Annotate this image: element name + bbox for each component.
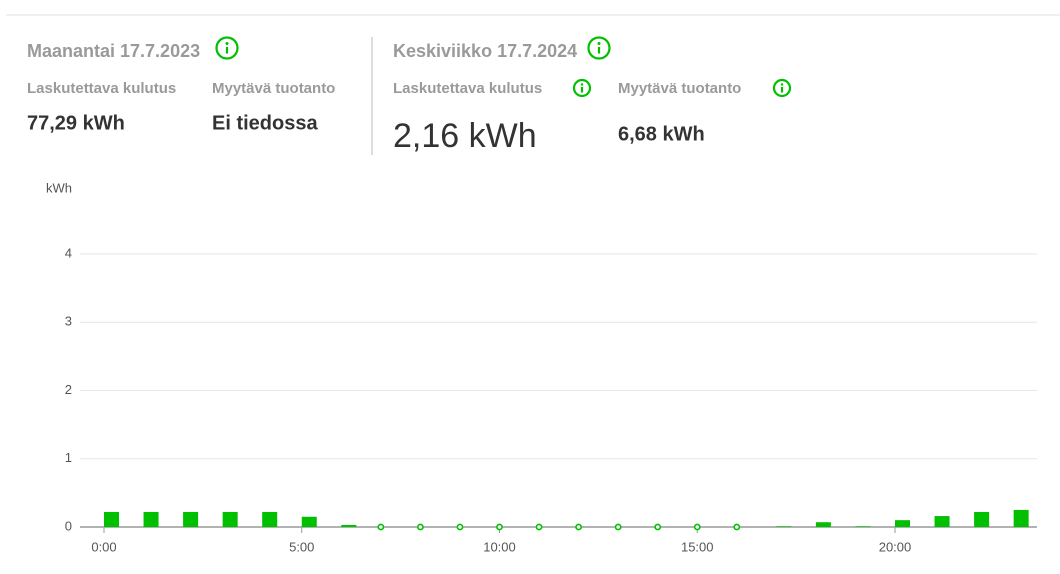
right-production-label: Myytävä tuotanto xyxy=(618,80,741,97)
bar xyxy=(974,511,990,527)
bar xyxy=(341,524,357,527)
zero-marker xyxy=(377,523,385,531)
info-icon[interactable] xyxy=(572,78,592,98)
y-tick-label: 2 xyxy=(65,382,72,397)
bar xyxy=(815,522,831,527)
bar xyxy=(143,511,159,527)
right-consumption-label: Laskutettava kulutus xyxy=(393,80,542,97)
right-production: 6,68 kWh xyxy=(618,123,705,145)
x-tick-label: 10:00 xyxy=(483,539,516,554)
y-tick-label: 1 xyxy=(65,450,72,465)
left-production: Ei tiedossa xyxy=(212,112,318,134)
bar xyxy=(301,516,317,527)
left-production-label: Myytävä tuotanto xyxy=(212,80,335,97)
info-icon[interactable] xyxy=(587,36,611,60)
x-tick-label: 20:00 xyxy=(879,539,912,554)
bar xyxy=(104,511,119,527)
bar xyxy=(262,511,278,527)
bar xyxy=(934,516,950,527)
zero-marker xyxy=(654,523,662,531)
y-tick-label: 0 xyxy=(65,518,72,533)
right-date: Keskiviikko 17.7.2024 xyxy=(393,41,577,61)
bar xyxy=(895,520,910,527)
bar xyxy=(222,511,238,527)
zero-marker xyxy=(733,523,741,531)
x-tick-label: 15:00 xyxy=(681,539,714,554)
left-consumption-label: Laskutettava kulutus xyxy=(27,80,176,97)
zero-marker xyxy=(614,523,622,531)
info-icon[interactable] xyxy=(772,78,792,98)
y-tick-label: 4 xyxy=(65,245,72,260)
x-tick-label: 5:00 xyxy=(289,539,314,554)
left-date: Maanantai 17.7.2023 xyxy=(27,41,200,61)
bar xyxy=(776,526,792,527)
bar xyxy=(1013,509,1029,527)
bar xyxy=(855,526,871,527)
zero-marker xyxy=(693,523,701,531)
y-axis-label: kWh xyxy=(46,180,72,195)
x-tick-label: 0:00 xyxy=(91,539,116,554)
zero-marker xyxy=(416,523,424,531)
zero-marker xyxy=(575,523,582,531)
zero-marker xyxy=(535,523,543,531)
info-icon[interactable] xyxy=(215,36,239,60)
bar xyxy=(183,511,199,527)
y-tick-label: 3 xyxy=(65,314,72,329)
zero-marker xyxy=(496,523,503,531)
right-consumption: 2,16 kWh xyxy=(393,117,537,155)
left-consumption: 77,29 kWh xyxy=(27,112,125,134)
zero-marker xyxy=(456,523,464,531)
